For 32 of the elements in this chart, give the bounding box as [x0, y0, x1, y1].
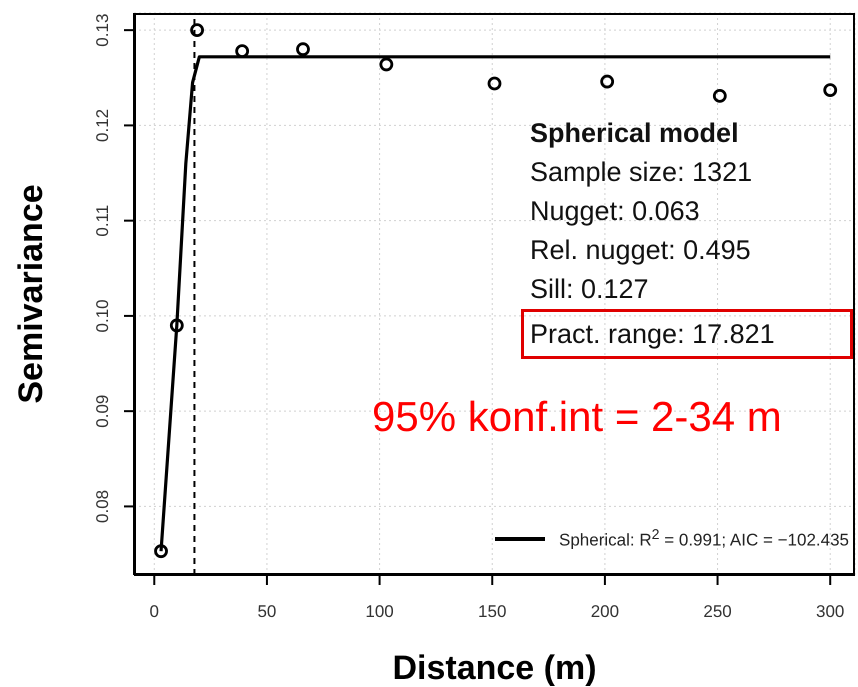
point: [190, 23, 204, 38]
x-tick-label: 200: [590, 602, 620, 621]
x-tick-label: 100: [365, 602, 394, 621]
y-axis-title: Semivariance: [12, 184, 50, 404]
y-tick-label: 0.13: [93, 14, 112, 47]
annotation: Rel. nugget: 0.495: [530, 234, 752, 267]
x-tick-label: 250: [703, 602, 732, 621]
point: [170, 318, 184, 332]
y-tick-label: 0.11: [93, 204, 112, 237]
outlined-box: Pract. range: 17.821: [521, 309, 853, 359]
x-tick-label: 50: [257, 602, 276, 621]
point: [154, 544, 168, 558]
x-tick-label: 150: [478, 602, 506, 621]
annotation: Sill: 0.127: [530, 273, 650, 306]
y-tick-label: 0.12: [93, 108, 112, 142]
point: [823, 83, 838, 98]
point: [296, 42, 310, 56]
annotation: Sample size: 1321: [530, 156, 754, 189]
legend-label: Spherical: R$^{2}$ = 0.991; AIC = −102.435: [559, 527, 849, 551]
y-tick-label: 0.08: [93, 490, 112, 523]
annotation: 95% konf.int = 2-34 m: [372, 393, 782, 441]
y-tick-label: 0.09: [93, 394, 112, 428]
point: [488, 76, 502, 90]
annotation: Spherical model: [530, 117, 740, 150]
point: [379, 58, 394, 72]
y-tick-label: 0.10: [93, 299, 112, 332]
annotation: Nugget: 0.063: [530, 195, 701, 228]
point: [600, 74, 614, 88]
x-axis-title: Distance (m): [392, 649, 597, 687]
x-tick-label: 0: [150, 602, 160, 621]
point: [712, 88, 727, 103]
x-tick-label: 300: [816, 602, 844, 621]
